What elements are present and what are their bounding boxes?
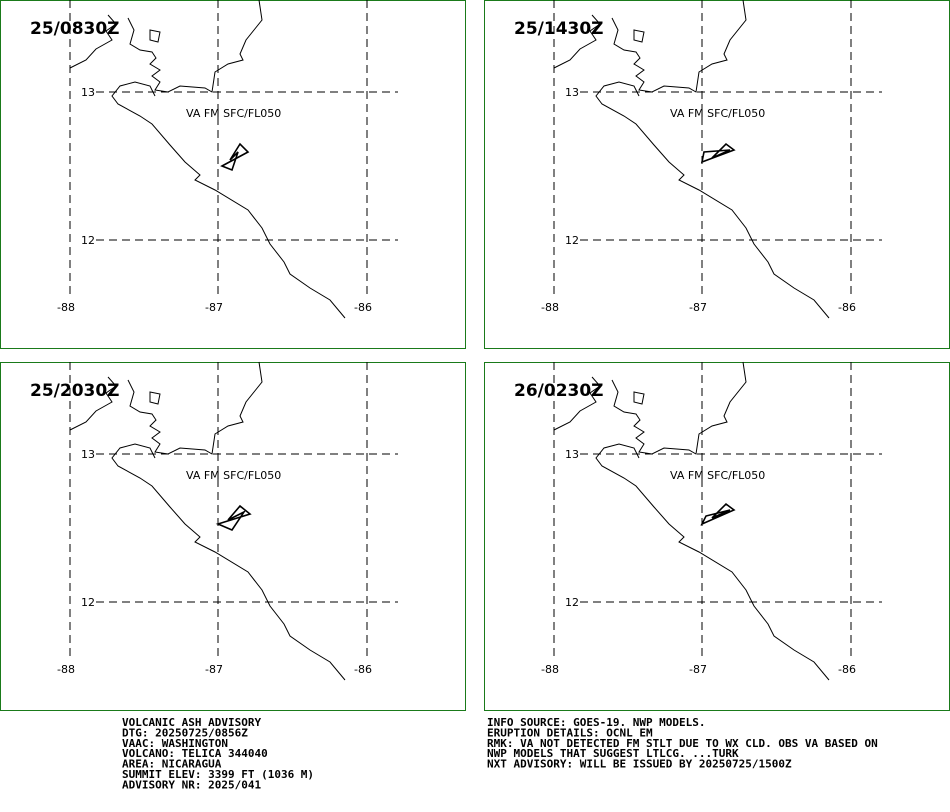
coastline bbox=[149, 391, 161, 405]
coastline bbox=[127, 361, 263, 455]
latitude-label: 13 bbox=[565, 448, 579, 461]
latitude-label: 13 bbox=[565, 86, 579, 99]
coastline bbox=[553, 14, 601, 69]
latitude-label: 12 bbox=[81, 234, 95, 247]
advisory-line: SUMMIT ELEV: 3399 FT (1036 M) bbox=[122, 768, 314, 781]
coastline bbox=[127, 0, 263, 93]
latitude-label: 13 bbox=[81, 448, 95, 461]
map-panel: -88 -87 -86 13 12 26/0230Z VA FM SFC/FL050 bbox=[484, 361, 950, 711]
panel-time: 26/0230Z bbox=[514, 381, 604, 401]
longitude-label: -87 bbox=[205, 663, 223, 676]
coastline bbox=[633, 391, 645, 405]
coastline bbox=[595, 81, 830, 319]
panel-time: 25/2030Z bbox=[30, 381, 120, 401]
longitude-label: -87 bbox=[689, 301, 707, 314]
longitude-label: -88 bbox=[541, 301, 559, 314]
longitude-label: -86 bbox=[354, 301, 372, 314]
advisory-line: ADVISORY NR: 2025/041 bbox=[122, 778, 261, 791]
coastline bbox=[149, 29, 161, 43]
advisory-line: VOLCANIC ASH ADVISORY bbox=[122, 716, 261, 729]
panel-time: 25/0830Z bbox=[30, 19, 120, 39]
coastline bbox=[553, 376, 601, 431]
longitude-label: -86 bbox=[838, 301, 856, 314]
advisory-line: VOLCANO: TELICA 344040 bbox=[122, 747, 268, 760]
longitude-label: -87 bbox=[689, 663, 707, 676]
coastline bbox=[611, 0, 747, 93]
coastline bbox=[69, 376, 117, 431]
coastline bbox=[111, 443, 346, 681]
coastline bbox=[611, 361, 747, 455]
advisory-line: ERUPTION DETAILS: OCNL EM bbox=[487, 726, 653, 739]
advisory-line: AREA: NICARAGUA bbox=[122, 758, 222, 771]
longitude-label: -86 bbox=[838, 663, 856, 676]
ash-polygon bbox=[700, 142, 736, 164]
latitude-label: 12 bbox=[565, 234, 579, 247]
coastline bbox=[633, 29, 645, 43]
ash-polygon bbox=[700, 502, 736, 526]
longitude-label: -88 bbox=[541, 663, 559, 676]
layer-label: VA FM SFC/FL050 bbox=[670, 469, 765, 482]
latitude-label: 12 bbox=[565, 596, 579, 609]
panel-border bbox=[0, 0, 466, 349]
advisory-line: NWP MODELS THAT SUGGEST LTLCG. ...TURK bbox=[487, 747, 739, 760]
layer-label: VA FM SFC/FL050 bbox=[186, 107, 281, 120]
longitude-label: -88 bbox=[57, 301, 75, 314]
coastline bbox=[111, 81, 346, 319]
ash-polygon bbox=[220, 142, 250, 172]
advisory-line: NXT ADVISORY: WILL BE ISSUED BY 20250725… bbox=[487, 758, 792, 771]
coastline bbox=[69, 14, 117, 69]
advisory-line: DTG: 20250725/0856Z bbox=[122, 726, 248, 739]
layer-label: VA FM SFC/FL050 bbox=[186, 469, 281, 482]
longitude-label: -88 bbox=[57, 663, 75, 676]
coastline bbox=[595, 443, 830, 681]
layer-label: VA FM SFC/FL050 bbox=[670, 107, 765, 120]
panel-time: 25/1430Z bbox=[514, 19, 604, 39]
advisory-line: INFO SOURCE: GOES-19. NWP MODELS. bbox=[487, 716, 706, 729]
advisory-line: VAAC: WASHINGTON bbox=[122, 737, 228, 750]
map-panel: -88 -87 -86 13 12 25/1430Z VA FM SFC/FL050 bbox=[484, 0, 950, 349]
longitude-label: -87 bbox=[205, 301, 223, 314]
latitude-label: 12 bbox=[81, 596, 95, 609]
latitude-label: 13 bbox=[81, 86, 95, 99]
map-panel: -88 -87 -86 13 12 25/0830Z VA FM SFC/FL050 bbox=[0, 0, 466, 349]
ash-polygon bbox=[215, 504, 252, 531]
longitude-label: -86 bbox=[354, 663, 372, 676]
advisory-line: RMK: VA NOT DETECTED FM STLT DUE TO WX C… bbox=[487, 737, 878, 750]
panel-border bbox=[0, 362, 466, 711]
map-panel: -88 -87 -86 13 12 25/2030Z VA FM SFC/FL050 bbox=[0, 361, 466, 711]
